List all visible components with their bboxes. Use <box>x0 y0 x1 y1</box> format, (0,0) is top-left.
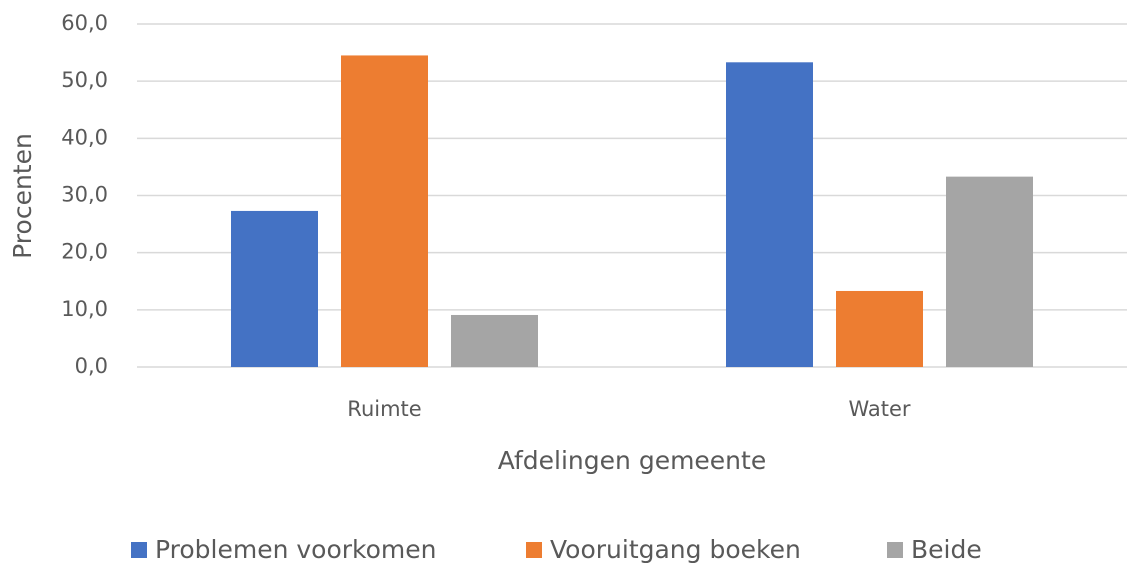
y-tick-label: 50,0 <box>61 68 108 92</box>
legend-label: Problemen voorkomen <box>155 535 437 564</box>
legend-label: Vooruitgang boeken <box>550 535 801 564</box>
bar <box>231 210 318 367</box>
y-tick-label: 20,0 <box>61 240 108 264</box>
y-axis-title: Procenten <box>8 133 37 259</box>
x-tick-label: Ruimte <box>347 397 421 421</box>
bar <box>726 62 813 367</box>
bar <box>836 290 923 367</box>
y-tick-label: 10,0 <box>61 297 108 321</box>
x-axis-title: Afdelingen gemeente <box>498 446 766 475</box>
bar <box>451 314 538 367</box>
y-tick-label: 40,0 <box>61 125 108 149</box>
y-tick-label: 30,0 <box>61 183 108 207</box>
legend-swatch <box>526 542 542 558</box>
legend-swatch <box>131 542 147 558</box>
bar <box>946 176 1033 367</box>
y-tick-label: 60,0 <box>61 11 108 35</box>
legend-label: Beide <box>911 535 982 564</box>
bar <box>341 55 428 368</box>
legend-swatch <box>887 542 903 558</box>
x-tick-label: Water <box>848 397 910 421</box>
y-tick-label: 0,0 <box>75 354 108 378</box>
